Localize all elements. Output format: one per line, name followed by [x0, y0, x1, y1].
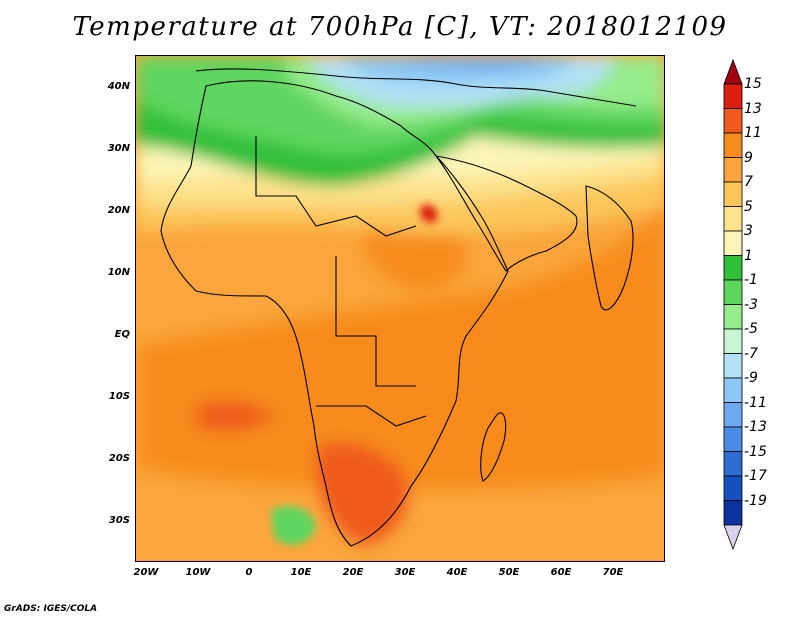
color-scale-cell	[723, 181, 743, 207]
color-scale-cell	[723, 157, 743, 183]
color-scale-cell	[723, 426, 743, 452]
temperature-map	[135, 55, 665, 562]
lon-label: 10W	[185, 567, 211, 578]
lon-label: 60E	[550, 567, 572, 578]
color-scale-label: 1	[744, 247, 753, 264]
color-scale-bar	[723, 58, 743, 551]
color-scale-label: 13	[744, 100, 762, 117]
color-scale-label: -3	[744, 296, 758, 313]
color-scale-cell	[723, 206, 743, 232]
lon-label: 70E	[602, 567, 624, 578]
coastlines	[160, 68, 637, 547]
color-scale-cell	[723, 132, 743, 158]
color-scale-label: -7	[744, 345, 758, 362]
color-scale-cell	[723, 353, 743, 379]
color-scale-cell	[723, 328, 743, 354]
lat-label: 30N	[107, 143, 130, 154]
color-scale-label: -17	[744, 468, 767, 484]
color-scale-label: -11	[744, 394, 767, 411]
lat-label: 20S	[108, 453, 130, 464]
lat-label: EQ	[114, 329, 130, 340]
lon-label: 50E	[498, 567, 520, 578]
lat-label: 10S	[108, 391, 130, 402]
color-scale-label: 3	[744, 223, 753, 239]
color-scale-label: 11	[744, 125, 762, 141]
lon-label: 40E	[446, 567, 468, 578]
color-scale-label: -9	[744, 370, 758, 386]
lat-label: 40N	[107, 81, 130, 92]
color-scale-cell	[723, 83, 743, 109]
lon-label: 20E	[342, 567, 364, 578]
color-scale-label: -5	[744, 321, 758, 337]
lat-label: 30S	[108, 515, 130, 526]
map-title: Temperature at 700hPa [C], VT: 201801210…	[72, 12, 728, 42]
color-scale-cell	[723, 402, 743, 428]
color-scale-label: -1	[744, 272, 758, 288]
lon-label: 10E	[290, 567, 312, 578]
color-scale-cell	[723, 377, 743, 403]
color-scale-cap-bottom	[723, 524, 743, 551]
credit-text: GrADS: IGES/COLA	[4, 604, 98, 614]
color-scale-label: 5	[744, 198, 753, 215]
color-scale-label: -15	[744, 443, 767, 460]
color-scale-cell	[723, 475, 743, 501]
color-scale-cell	[723, 230, 743, 256]
color-scale-label: -13	[744, 419, 767, 435]
color-scale-label: 15	[744, 76, 762, 92]
lon-label: 0	[245, 567, 253, 578]
color-scale-cell	[723, 304, 743, 330]
color-scale-cell	[723, 108, 743, 134]
color-scale-cap-top	[723, 58, 743, 85]
color-scale-label: 7	[744, 174, 753, 190]
color-scale-label: -19	[744, 492, 767, 509]
color-scale-cell	[723, 500, 743, 526]
color-scale-cell	[723, 255, 743, 281]
lon-label: 20W	[133, 567, 159, 578]
color-scale-cell	[723, 279, 743, 305]
lat-label: 10N	[107, 267, 130, 278]
color-scale-cell	[723, 451, 743, 477]
lat-label: 20N	[107, 205, 130, 216]
lon-label: 30E	[394, 567, 416, 578]
color-scale-label: 9	[744, 149, 753, 166]
